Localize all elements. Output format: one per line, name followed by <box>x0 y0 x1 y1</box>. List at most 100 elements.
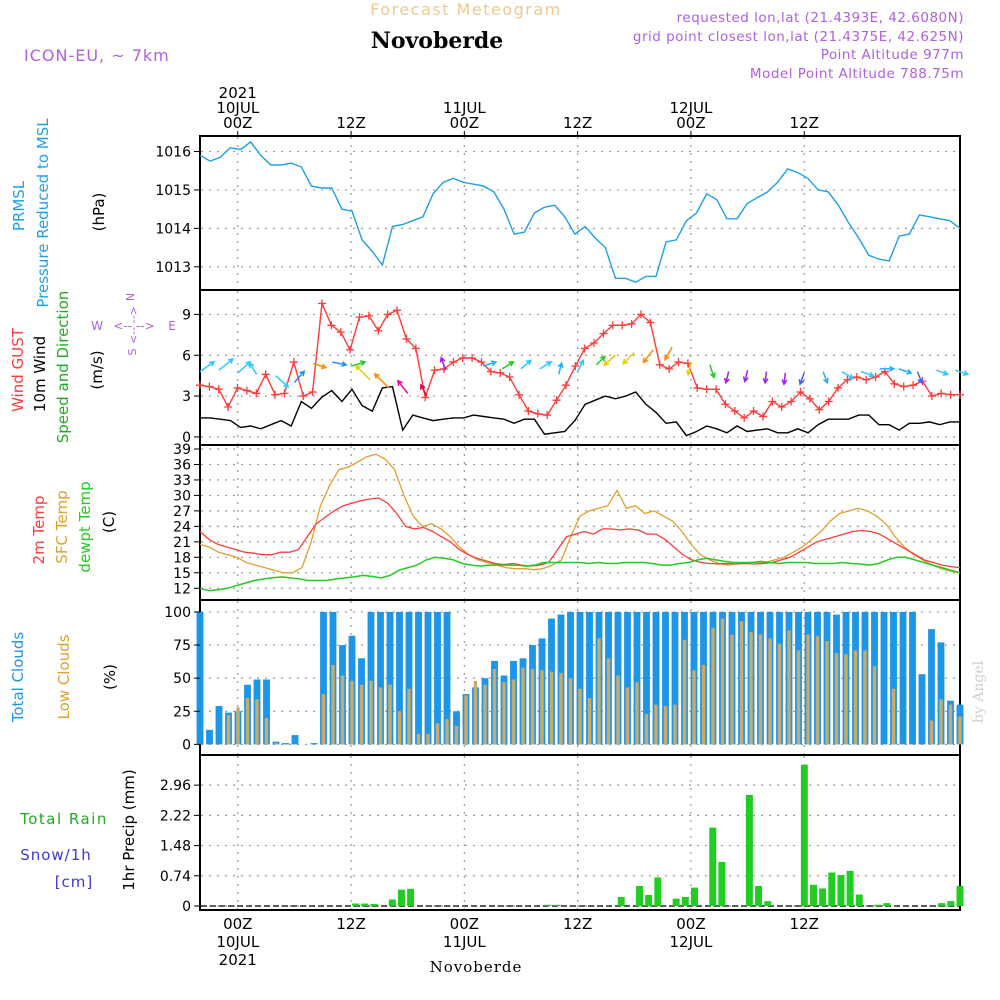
y-tick-label: 1.48 <box>160 839 191 855</box>
gust-point <box>571 362 580 371</box>
y-tick-label: 2.22 <box>160 808 191 824</box>
wind-direction-arrow <box>742 370 749 383</box>
y-tick-label: 12 <box>173 581 191 597</box>
wind-10m-label: 10m Wind <box>31 336 49 412</box>
pressure-line <box>199 140 961 283</box>
low-cloud-bar <box>711 627 715 745</box>
gust-point <box>590 339 599 347</box>
sfc-temp-line <box>199 453 961 574</box>
low-cloud-bar <box>891 688 896 745</box>
wind-direction-arrow <box>350 360 367 367</box>
temperature-labels: 2m Temp SFC Temp dewpt Temp (C) <box>30 481 118 572</box>
y-tick-label: 18 <box>173 550 191 566</box>
wind-direction-arrow <box>199 360 216 373</box>
low-cloud-bar <box>682 639 687 745</box>
wind-direction-arrow <box>709 364 716 379</box>
total-cloud-bar <box>880 611 888 745</box>
low-cloud-bar <box>321 694 326 745</box>
gust-point <box>608 321 617 330</box>
top-time-label: 12JUL <box>670 99 713 117</box>
low-cloud-bar <box>473 680 478 745</box>
gust-point <box>515 390 524 399</box>
rain-bar <box>947 901 955 906</box>
low-cloud-bar <box>654 704 658 745</box>
rain-bar <box>544 904 552 906</box>
gust-point <box>299 392 308 401</box>
gust-point <box>552 396 561 405</box>
gust-point <box>205 382 214 391</box>
wind-direction-arrow <box>936 369 950 376</box>
gust-point <box>289 358 298 367</box>
low-cloud-bar <box>663 705 668 745</box>
total-cloud-bar <box>586 611 593 745</box>
wind-direction-arrow <box>313 362 328 370</box>
wind-direction-arrow <box>354 364 371 381</box>
wind-direction-arrow <box>841 370 855 380</box>
low-cloud-bar <box>426 733 430 745</box>
gust-point <box>665 364 674 373</box>
y-tick-label: 0 <box>182 430 191 446</box>
rain-bar <box>636 885 643 906</box>
low-cloud-bar <box>777 643 782 745</box>
low-cloud-bar <box>635 682 639 745</box>
rain-bar <box>718 861 726 906</box>
low-cloud-bar <box>834 653 839 745</box>
wind-direction-arrow <box>275 375 290 388</box>
rain-bar <box>388 899 396 906</box>
info-line-2: grid point closest lon,lat (21.4375E, 42… <box>633 29 964 45</box>
total-cloud-bar <box>567 611 574 745</box>
low-cloud-bar <box>863 650 867 745</box>
low-cloud-bar <box>245 698 250 745</box>
gust-point <box>242 386 251 395</box>
total-cloud-bar <box>918 674 926 745</box>
gust-point <box>449 358 458 367</box>
compass-east: E <box>168 319 176 333</box>
low-cloud-bar <box>511 679 516 745</box>
low-cloud-bar <box>435 723 440 745</box>
gust-point <box>909 381 918 390</box>
rain-bar <box>956 885 964 906</box>
low-cloud-bar <box>929 720 934 745</box>
gust-point <box>815 405 824 414</box>
model-label: ICON-EU, ~ 7km <box>24 46 170 65</box>
wind-direction-arrow <box>595 355 607 366</box>
station-name: Novoberde <box>371 28 504 54</box>
rain-bar <box>361 903 369 906</box>
top-time-label: 00Z <box>676 114 705 132</box>
gust-point <box>233 383 242 392</box>
top-time-label: 12Z <box>336 114 365 132</box>
wind-direction-arrow <box>373 372 390 389</box>
gust-point <box>871 373 880 382</box>
low-cloud-bar <box>492 668 497 745</box>
y-tick-label: 6 <box>182 348 191 364</box>
rain-bar <box>938 903 946 906</box>
wind-direction-arrow <box>860 370 875 378</box>
y-tick-label: 2.96 <box>160 778 191 794</box>
wind-labels: Wind GUST 10m Wind Speed and Direction (… <box>9 291 176 444</box>
gust-point <box>796 388 805 396</box>
low-cloud-bar <box>673 704 677 745</box>
low-cloud-bar <box>625 687 630 745</box>
temp-units: (C) <box>100 511 118 533</box>
wind-direction-arrow <box>621 351 635 365</box>
chart-title: Forecast Meteogram <box>370 0 561 19</box>
gust-point <box>712 385 721 394</box>
rain-bar <box>709 827 717 906</box>
total-cloud-bar <box>405 611 413 745</box>
low-cloud-bar <box>445 719 449 745</box>
gust-point <box>768 397 777 406</box>
compass-rose: N S W E <-- --> <-- --> <box>91 293 176 356</box>
wind-direction-arrow <box>603 354 616 367</box>
gust-point <box>280 389 289 398</box>
low-cloud-bar <box>568 678 573 745</box>
total-cloud-bar <box>633 611 641 745</box>
low-cloud-bar <box>464 695 468 745</box>
y-tick-label: 9 <box>182 307 191 323</box>
total-cloud-bar <box>291 735 299 745</box>
y-tick-label: 39 <box>173 442 191 458</box>
total-cloud-bar <box>396 611 403 745</box>
dewpt-label: dewpt Temp <box>76 481 94 572</box>
gust-point <box>533 409 542 418</box>
gust-point <box>261 370 270 379</box>
